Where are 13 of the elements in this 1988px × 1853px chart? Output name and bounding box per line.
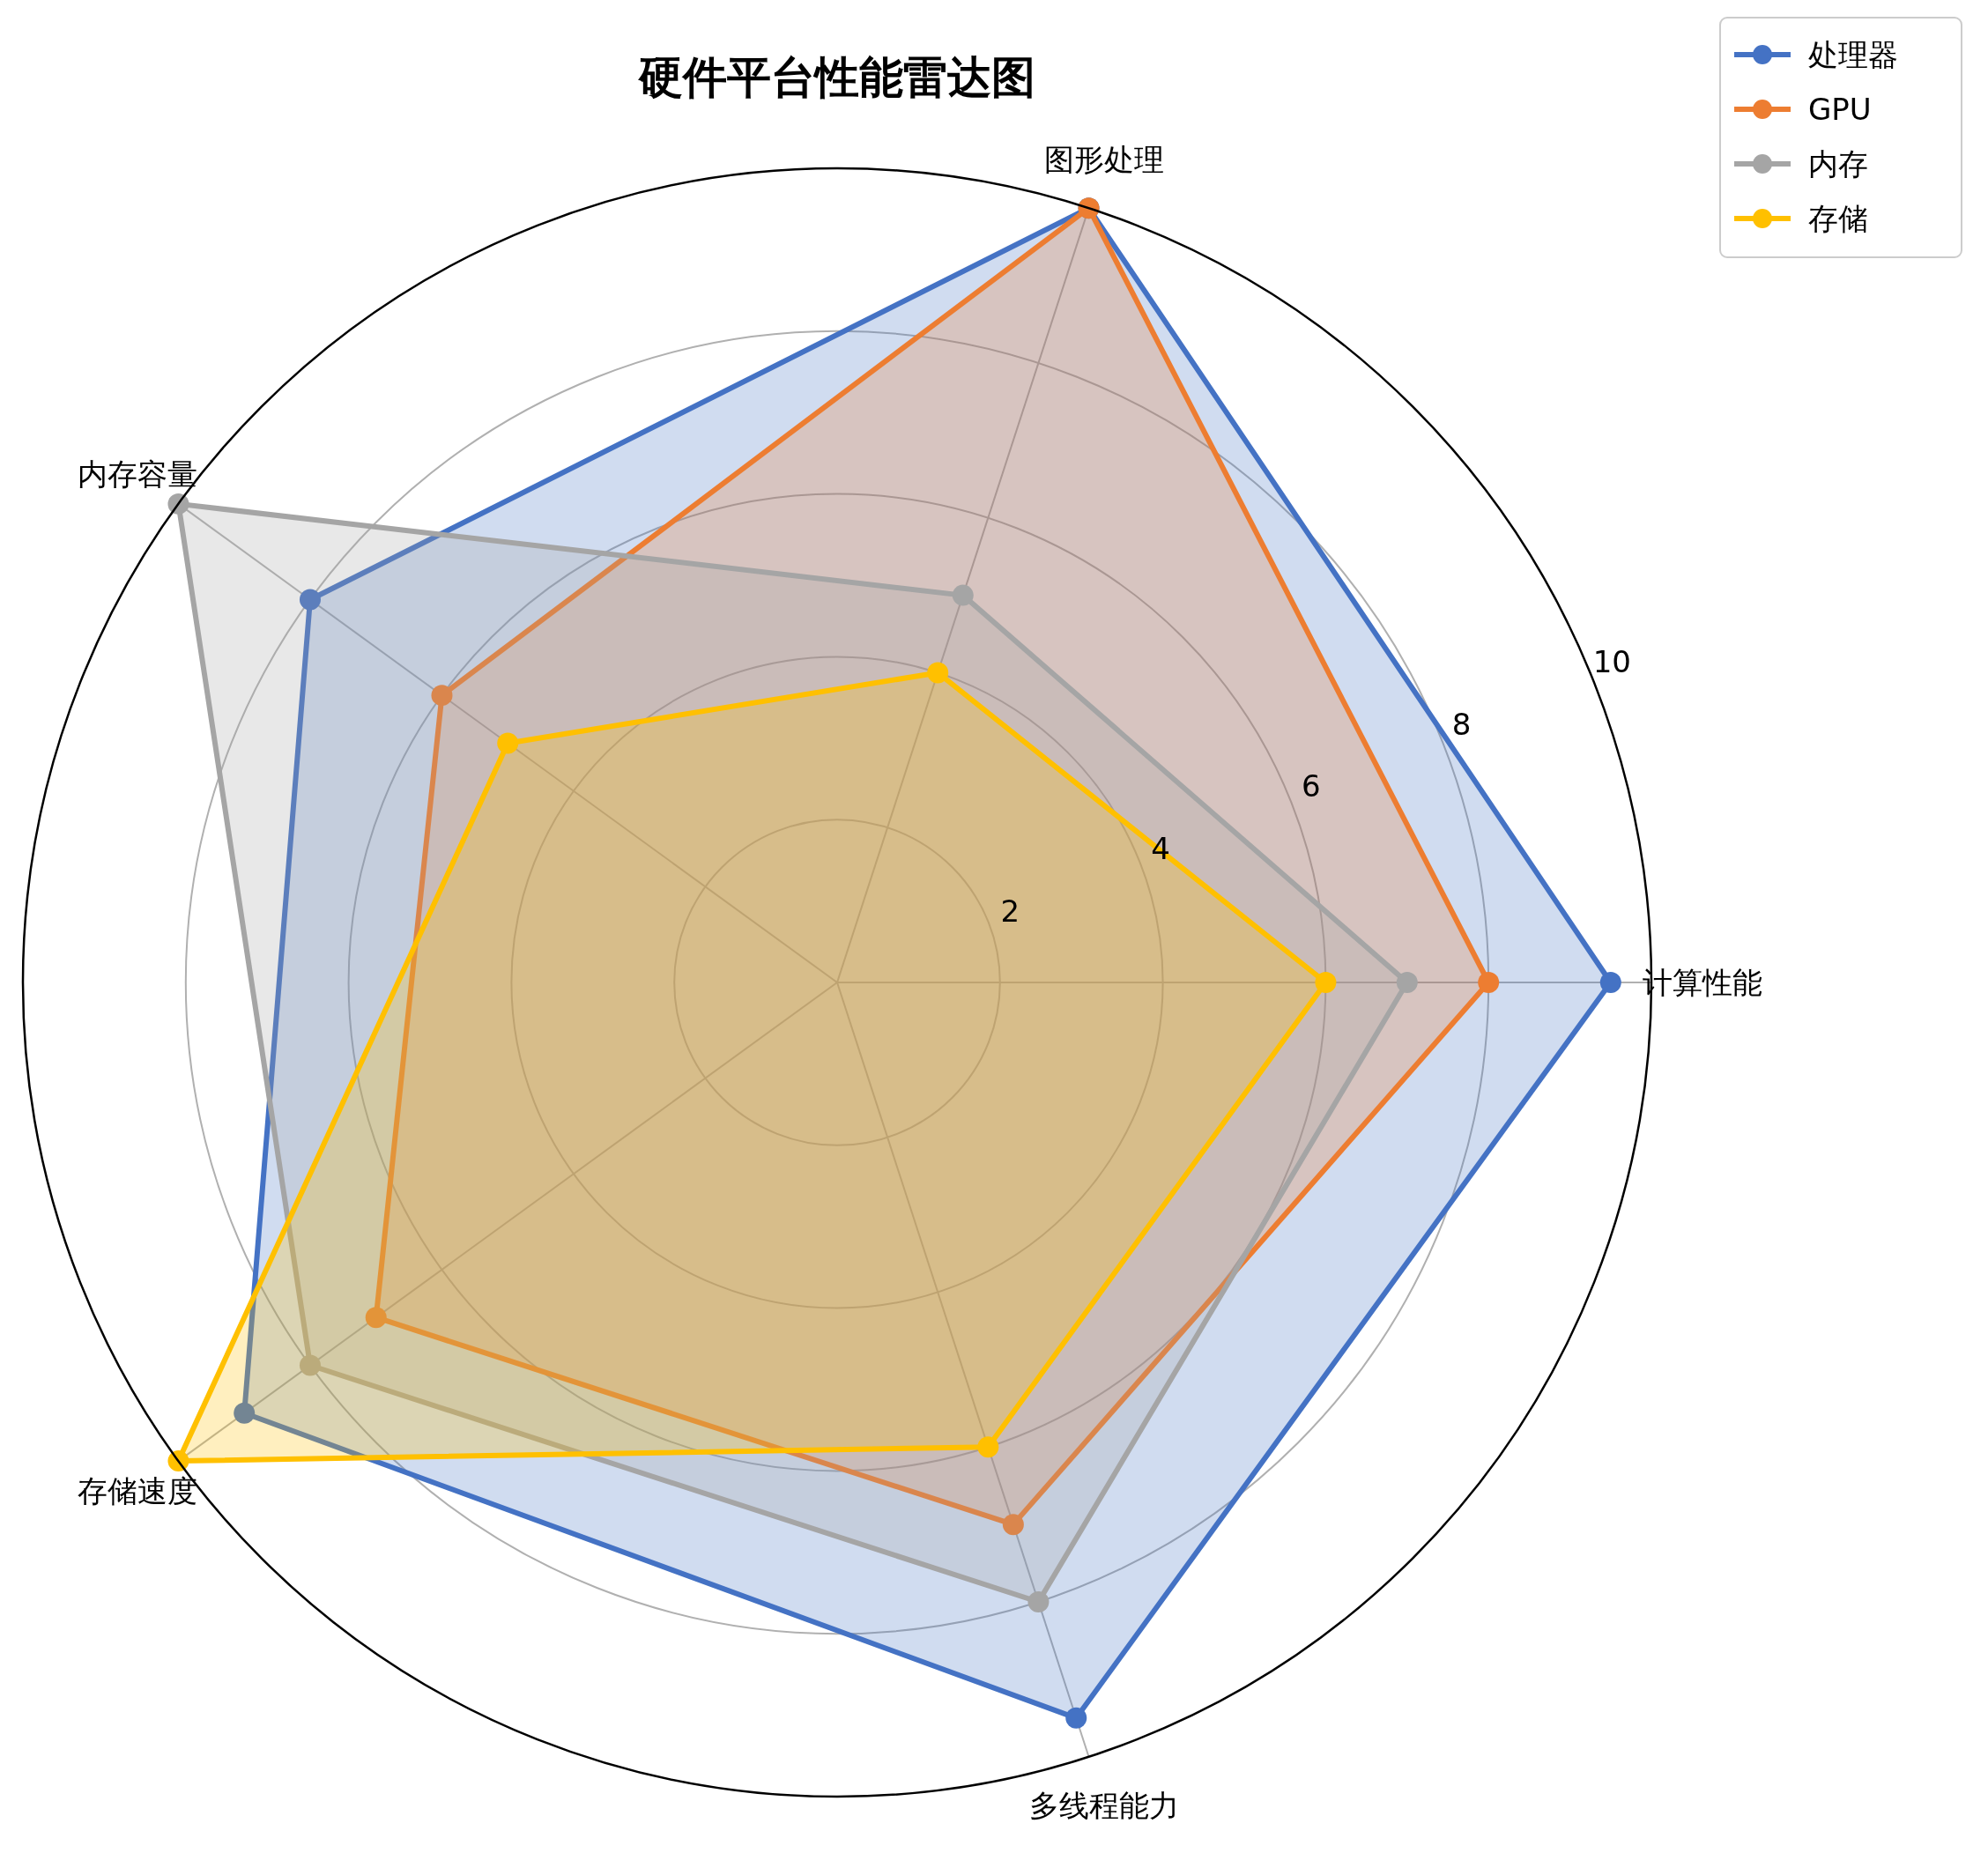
- legend-label: 处理器: [1808, 37, 1898, 72]
- spoke-label: 多线程能力: [1029, 1787, 1180, 1823]
- text: 硬件平台性能雷达图: [637, 52, 1035, 103]
- spoke-label: 图形处理: [1044, 142, 1165, 178]
- y-tick-label: 6: [1301, 768, 1321, 804]
- spoke-label: 存储速度: [77, 1473, 197, 1509]
- y-tick-label: 10: [1592, 643, 1631, 679]
- y-tick-label: 8: [1451, 706, 1472, 742]
- legend-label: 内存: [1808, 146, 1868, 182]
- legend-label: 存储: [1808, 201, 1868, 236]
- spoke-label: 内存容量: [77, 456, 197, 492]
- legend-label: GPU: [1808, 92, 1872, 127]
- y-tick-label: 2: [1000, 893, 1020, 929]
